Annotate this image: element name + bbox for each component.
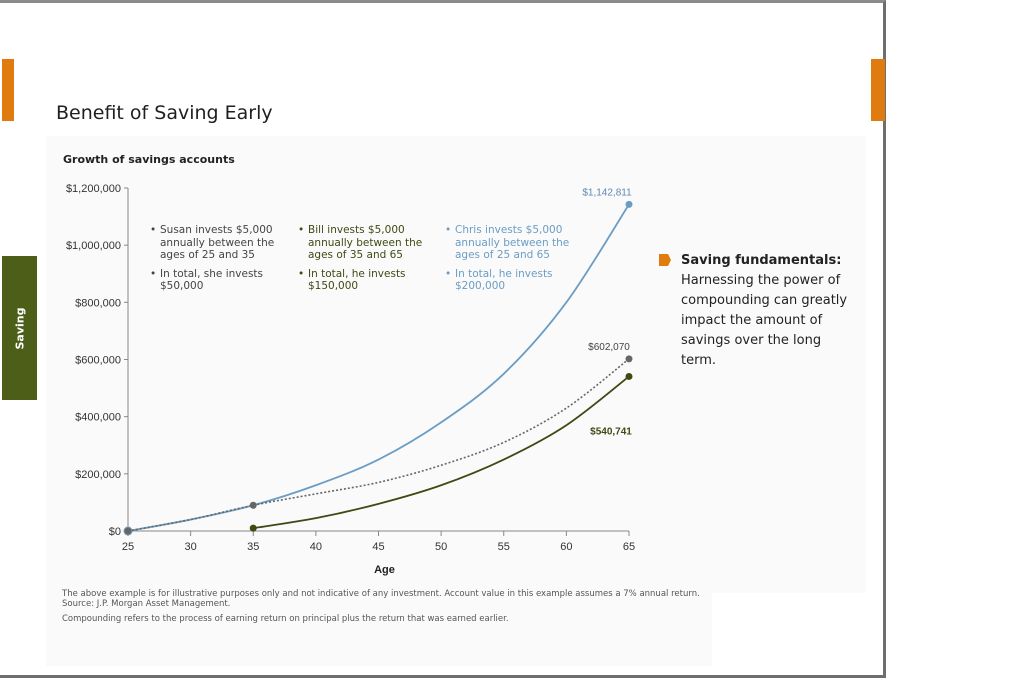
slide: Saving Benefit of Saving Early Growth of… — [0, 0, 886, 678]
y-tick-label: $400,000 — [75, 412, 121, 424]
x-tick-label: 45 — [372, 541, 384, 553]
fundamentals-body: Harnessing the power of compounding can … — [681, 273, 848, 368]
x-tick-label: 30 — [185, 541, 197, 553]
footnote-definition: Compounding refers to the process of ear… — [62, 614, 509, 624]
x-tick-label: 60 — [560, 541, 572, 553]
left-accent-tab — [2, 59, 14, 121]
susan-annotation-line: Susan invests $5,000 annually between th… — [150, 224, 290, 262]
susan-start-point — [124, 527, 132, 535]
x-tick-label: 40 — [310, 541, 322, 553]
x-tick-label: 25 — [122, 541, 134, 553]
y-tick-label: $600,000 — [75, 355, 121, 367]
chart-title: Growth of savings accounts — [63, 153, 235, 166]
footnote-disclaimer: The above example is for illustrative pu… — [62, 589, 700, 599]
bill-start-point — [249, 524, 257, 532]
chris-annotation: Chris invests $5,000 annually between th… — [445, 224, 585, 299]
bill-end-label: $540,741 — [590, 426, 632, 437]
savings-growth-chart: $0 $200,000 $400,000 $600,000 $800,000 $1,000… — [66, 183, 635, 576]
chris-end-label: $1,142,811 — [582, 187, 632, 198]
bill-annotation-line: In total, he invests $150,000 — [298, 268, 438, 293]
panel-corner — [712, 593, 866, 668]
x-tick-label: 65 — [623, 541, 635, 553]
chris-annotation-line: In total, he invests $200,000 — [445, 268, 585, 293]
chris-annotation-line: Chris invests $5,000 annually between th… — [445, 224, 585, 262]
susan-end-point — [625, 355, 633, 363]
section-side-tab[interactable]: Saving — [2, 256, 37, 400]
bill-series-line — [253, 375, 630, 530]
y-tick-label: $800,000 — [75, 297, 121, 309]
page-title: Benefit of Saving Early — [56, 102, 273, 124]
y-tick-label: $1,000,000 — [66, 240, 121, 252]
y-tick-label: $1,200,000 — [66, 183, 121, 195]
bill-annotation-line: Bill invests $5,000 annually between the… — [298, 224, 438, 262]
x-axis-title: Age — [374, 564, 395, 576]
arrow-tag-icon — [659, 254, 671, 266]
x-tick-label: 35 — [247, 541, 259, 553]
bill-end-point — [625, 372, 633, 380]
x-tick-label: 50 — [435, 541, 447, 553]
susan-annotation: Susan invests $5,000 annually between th… — [150, 224, 290, 299]
susan-end-label: $602,070 — [588, 342, 630, 353]
chris-end-point — [625, 200, 633, 208]
fundamentals-heading: Saving fundamentals: — [681, 253, 842, 268]
x-tick-label: 55 — [498, 541, 510, 553]
susan-age35-point — [249, 501, 257, 509]
y-tick-label: $0 — [109, 526, 121, 538]
susan-series-line — [127, 358, 630, 532]
bill-annotation: Bill invests $5,000 annually between the… — [298, 224, 438, 299]
right-accent-tab — [871, 59, 885, 121]
y-tick-label: $200,000 — [75, 469, 121, 481]
fundamentals-callout: Saving fundamentals: Harnessing the powe… — [659, 251, 859, 371]
susan-annotation-line: In total, she invests $50,000 — [150, 268, 290, 293]
footnote-source: Source: J.P. Morgan Asset Management. — [62, 599, 231, 609]
